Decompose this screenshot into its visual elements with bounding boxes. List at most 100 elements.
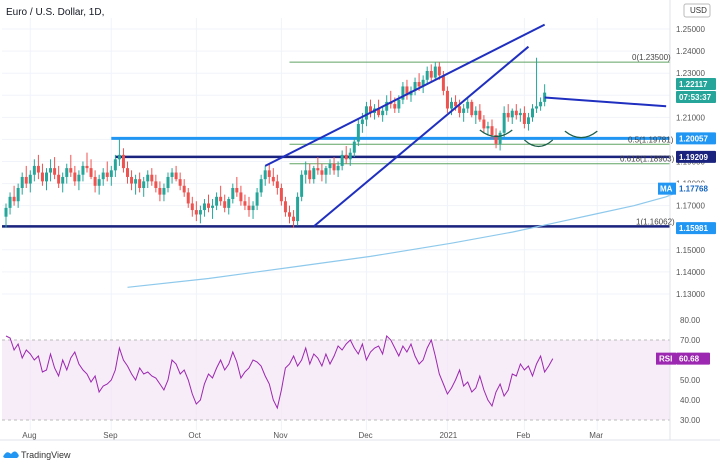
month-label: 2021 [439, 431, 457, 440]
rsi-tick-label: 50.00 [680, 376, 701, 385]
fib-label: 1(1.16062) [636, 217, 675, 226]
price-tick-label: 1.15000 [676, 246, 705, 255]
candle-body [126, 168, 129, 177]
trendline [264, 23, 546, 167]
candle-body [219, 196, 223, 202]
ma-tag: MA [660, 185, 673, 194]
candle-body [458, 106, 462, 113]
candle-body [304, 170, 308, 175]
candle-body [320, 170, 324, 175]
candle-body [97, 179, 101, 186]
month-label: Sep [103, 431, 118, 440]
branding-label: TradingView [21, 450, 71, 460]
tradingview-logo[interactable]: TradingView [3, 450, 71, 460]
candle-body [235, 187, 239, 193]
candle-body [166, 176, 170, 188]
candle-body [255, 192, 259, 206]
candle-body [89, 168, 93, 177]
badges: 1.22117 07:53:37 1.20057 1.19209 MA 1.17768 1.… [656, 78, 716, 365]
cloud-icon [3, 451, 19, 458]
shoulder-arc [523, 139, 554, 148]
candle-body [28, 174, 32, 184]
candle-body [425, 70, 429, 80]
candle-body [494, 135, 498, 144]
ma-value-badge: 1.17768 [679, 185, 708, 194]
candle-body [360, 119, 364, 124]
currency-box[interactable] [683, 3, 711, 18]
candle-body [308, 170, 312, 180]
candle-body [77, 174, 81, 182]
candle-body [101, 172, 105, 180]
candle-body [239, 192, 243, 202]
candle-body [182, 185, 186, 193]
candle-body [57, 174, 61, 184]
fib-label: 0.5(1.19781) [628, 135, 674, 144]
candle-body [146, 174, 150, 182]
level2-badge: 1.19209 [679, 153, 708, 162]
rsi-tag-bg [656, 352, 676, 365]
candle-body [288, 212, 291, 217]
price-tick-label: 1.23000 [676, 69, 705, 78]
candle-body [8, 196, 12, 208]
candle-body [506, 112, 510, 118]
candle-body [162, 187, 166, 195]
candle-body [207, 203, 210, 208]
candle-body [437, 66, 441, 76]
price-tick-label: 1.25000 [676, 25, 705, 34]
candle-body [40, 172, 44, 182]
candle-body [283, 201, 287, 213]
level3-badge-bg [676, 222, 716, 235]
candle-body [202, 203, 206, 211]
candle-body [243, 201, 247, 206]
ma-line [127, 188, 687, 288]
month-label: Oct [188, 431, 201, 440]
candle-body [300, 174, 304, 197]
rsi-band [2, 340, 670, 420]
candle-body [113, 159, 117, 171]
candle-body [352, 141, 356, 153]
candle-body [466, 101, 470, 109]
ma-tag-bg [658, 182, 676, 195]
countdown-badge-bg [676, 91, 716, 103]
candle-body [518, 112, 522, 116]
candle-body [535, 106, 539, 109]
rsi-value-badge-bg [676, 352, 710, 365]
candle-body [514, 110, 518, 116]
candle-body [247, 205, 251, 211]
candle-body [332, 163, 336, 171]
shoulder-arc [564, 130, 598, 139]
level3-badge: 1.15981 [679, 224, 708, 233]
candle-body [223, 201, 227, 208]
candle-body [543, 92, 547, 102]
candle-body [259, 179, 263, 193]
candle-body [462, 108, 466, 113]
candle-body [138, 179, 142, 188]
last-price-badge: 1.22117 [679, 80, 708, 89]
trendlines [264, 23, 667, 228]
candle-body [405, 86, 409, 96]
rsi-panel [2, 335, 670, 421]
candle-body [502, 112, 506, 133]
candle-body [170, 172, 174, 177]
candle-body [510, 110, 514, 118]
candle-body [32, 165, 36, 175]
candle-body [194, 210, 198, 215]
price-tick-label: 1.13000 [676, 290, 705, 299]
rsi-tick-label: 40.00 [680, 396, 701, 405]
candle-body [4, 207, 8, 217]
candle-body [45, 172, 48, 182]
candle-body [296, 196, 300, 222]
trendline [544, 96, 667, 108]
candle-body [53, 168, 57, 175]
month-label: Aug [22, 431, 36, 440]
candle-body [344, 154, 348, 160]
candle-body [142, 181, 146, 188]
candle-body [385, 101, 389, 111]
candle-body [369, 106, 372, 113]
candle-body [490, 126, 494, 136]
month-label: Feb [516, 431, 530, 440]
month-label: Dec [358, 431, 372, 440]
candle-body [81, 165, 85, 175]
